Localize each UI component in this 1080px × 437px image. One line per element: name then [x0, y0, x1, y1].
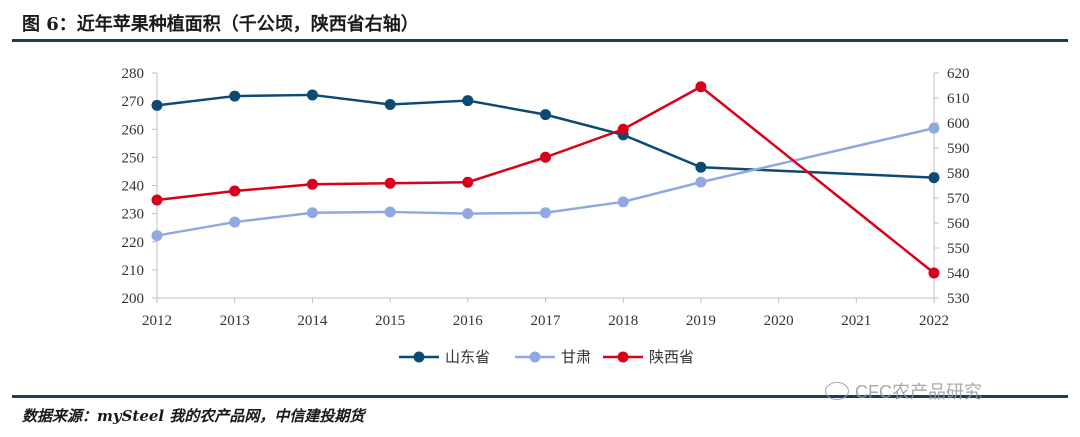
x-tick-label: 2016	[453, 313, 484, 329]
legend-label: 甘肃	[561, 348, 591, 366]
series-line	[156, 93, 935, 179]
data-point	[151, 99, 163, 111]
data-point	[540, 151, 551, 163]
x-tick-label: 2013	[220, 313, 250, 329]
data-point	[384, 99, 396, 110]
x-tick-label: 2015	[375, 313, 405, 329]
y-left-tick-label: 250	[122, 150, 145, 166]
data-point	[151, 230, 163, 242]
data-point	[695, 176, 707, 188]
line-chart: 200 210 220 230 240 250 260 270 280 530 540 550 560 5…	[122, 66, 970, 366]
x-tick-label: 2017	[531, 313, 562, 329]
footer-divider	[12, 395, 1068, 398]
x-tick-label: 2020	[764, 313, 794, 329]
y-right-tick-label: 530	[947, 291, 970, 307]
source-note: 数据来源：mySteel 我的农产品网，中信建投期货	[22, 407, 365, 425]
data-point	[229, 90, 241, 102]
data-point	[462, 95, 474, 107]
data-point	[617, 196, 629, 208]
data-point	[695, 81, 707, 93]
x-tick-label: 2014	[297, 313, 328, 329]
wechat-icon	[825, 382, 849, 400]
y-left-tick-label: 260	[122, 122, 145, 138]
data-point	[384, 177, 396, 189]
y-right-tick-label: 560	[947, 216, 970, 232]
legend-marker	[413, 351, 425, 363]
watermark-text: CFC农产品研究	[855, 382, 982, 402]
legend-label: 山东省	[445, 348, 490, 366]
data-point	[928, 172, 940, 184]
data-point	[540, 109, 551, 121]
data-point	[229, 216, 241, 228]
legend-label: 陕西省	[649, 348, 694, 366]
legend-marker	[529, 351, 541, 363]
y-right-tick-label: 570	[947, 191, 970, 207]
y-left-tick-label: 200	[122, 291, 145, 307]
data-point	[928, 267, 940, 279]
data-point	[151, 194, 163, 206]
data-point	[928, 122, 940, 134]
y-right-tick-label: 600	[947, 116, 970, 132]
title-divider	[12, 39, 1068, 42]
legend-marker	[617, 351, 629, 363]
series-line	[156, 126, 935, 237]
x-tick-label: 2018	[608, 313, 638, 329]
data-point	[695, 161, 707, 173]
x-tick-label: 2021	[841, 313, 871, 329]
y-left-tick-label: 220	[122, 235, 145, 251]
watermark: CFC农产品研究	[825, 378, 982, 404]
x-tick-label: 2022	[919, 313, 949, 329]
data-point	[306, 207, 318, 219]
data-point	[306, 89, 318, 101]
page-title: 图 6：近年苹果种植面积（千公顷，陕西省右轴）	[22, 14, 419, 35]
data-point	[540, 207, 551, 219]
y-left-tick-label: 210	[122, 263, 145, 279]
y-left-tick-label: 240	[122, 179, 145, 195]
data-point	[617, 123, 629, 135]
data-point	[384, 206, 396, 218]
y-left-tick-label: 280	[122, 66, 145, 82]
x-tick-label: 2012	[142, 313, 172, 329]
x-tick-label: 2019	[686, 313, 716, 329]
data-point	[306, 178, 318, 190]
y-right-tick-label: 550	[947, 241, 970, 257]
y-right-tick-label: 620	[947, 66, 970, 82]
y-right-tick-label: 580	[947, 166, 970, 182]
data-point	[462, 208, 474, 220]
y-left-tick-label: 230	[122, 207, 145, 223]
y-right-tick-label: 540	[947, 266, 970, 282]
data-point	[229, 185, 241, 197]
y-right-tick-label: 610	[947, 91, 970, 107]
y-left-tick-label: 270	[122, 94, 145, 110]
y-right-tick-label: 590	[947, 141, 970, 157]
data-point	[462, 176, 474, 188]
